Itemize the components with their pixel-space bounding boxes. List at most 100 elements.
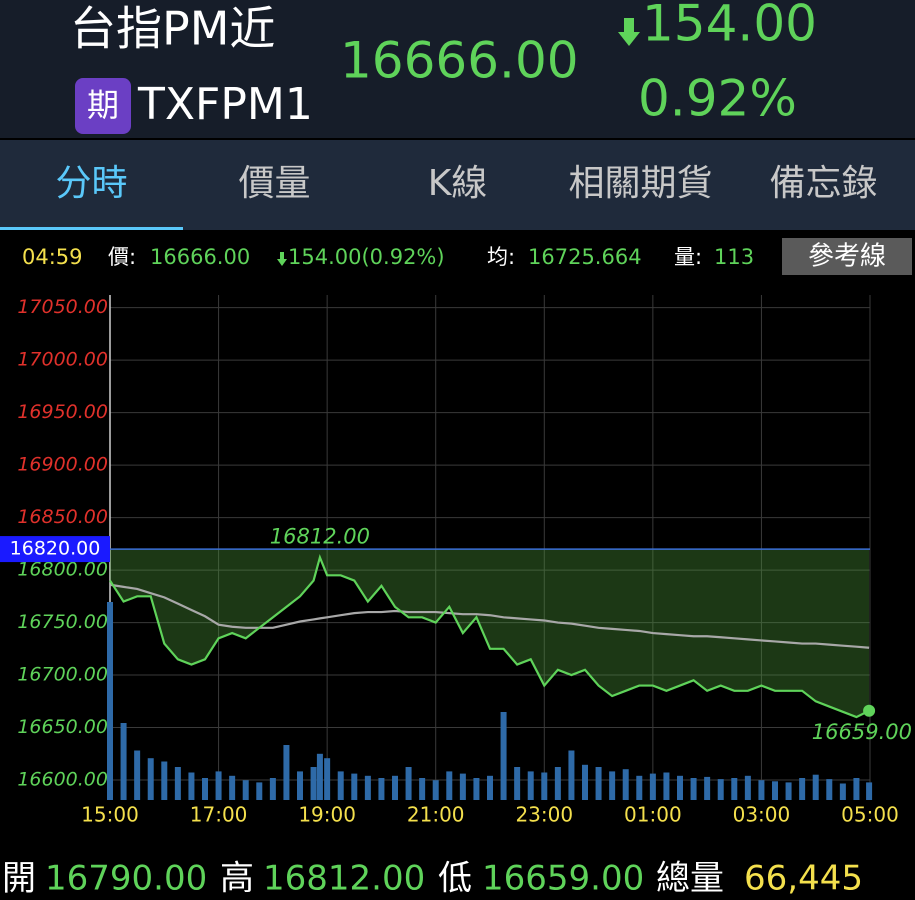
volume-bar	[541, 772, 548, 800]
down-arrow	[277, 252, 287, 266]
volume-bar	[459, 773, 466, 800]
volume-bar	[432, 780, 439, 800]
volume-bar	[256, 782, 263, 800]
x-tick-label: 21:00	[407, 803, 465, 827]
volume-bar	[717, 779, 724, 800]
y-tick-label: 16950.00	[17, 401, 108, 423]
volume-bar	[188, 772, 195, 800]
volume-bar	[446, 771, 453, 800]
volume-bar	[242, 780, 249, 800]
price-label: 價:	[108, 245, 136, 269]
volume-bar	[772, 781, 778, 800]
volume-bar	[283, 745, 290, 800]
y-tick-label: 16700.00	[17, 664, 108, 686]
volume-bar	[487, 775, 493, 800]
reference-button[interactable]: 參考線	[808, 242, 886, 272]
x-tick-label: 05:00	[841, 803, 899, 827]
volume-bar	[622, 769, 629, 800]
volume-bar	[351, 773, 358, 800]
info-volume: 113	[714, 245, 754, 269]
volume-bar	[392, 775, 398, 800]
y-tick-label: 16900.00	[17, 454, 108, 476]
y-tick-label: 17050.00	[17, 296, 108, 318]
fill-area	[110, 549, 870, 718]
price: 16666.00	[340, 32, 579, 90]
x-tick-label: 19:00	[298, 803, 356, 827]
high: 16812.00	[263, 859, 425, 899]
volume-bar	[134, 750, 141, 800]
down-arrow	[618, 18, 640, 46]
badge: 期	[87, 86, 119, 124]
volume-bar	[147, 758, 154, 800]
header-bg	[0, 0, 915, 138]
volume-bar	[582, 764, 588, 800]
y-tick-label: 16800.00	[17, 559, 108, 581]
x-tick-label: 15:00	[81, 803, 139, 827]
volume-bar	[500, 712, 507, 800]
chart: 15:00 17:00 19:00 21:00 23:00 01:00 03:00 05:00…	[0, 295, 912, 827]
volume-bar	[202, 778, 208, 800]
volume-bar	[107, 602, 113, 800]
volume-bar	[799, 778, 806, 800]
volume-bar	[744, 775, 751, 800]
volume-bar	[174, 767, 181, 800]
tab[interactable]: 分時	[55, 163, 127, 204]
annotation: 16812.00	[270, 524, 370, 548]
tab[interactable]: 相關期貨	[568, 163, 712, 204]
y-tick-label: 16850.00	[17, 506, 108, 528]
volume-bar	[473, 778, 480, 800]
tabs: 分時 價量 K線 相關期貨 備忘錄	[0, 163, 878, 230]
volume-bar	[527, 771, 534, 800]
open-label: 開	[2, 859, 36, 899]
volume-bar	[554, 767, 561, 800]
volume-bar	[758, 780, 765, 800]
volume-bar	[785, 782, 792, 800]
tab-underline	[0, 227, 183, 230]
annotation: 16659.00	[812, 720, 912, 744]
last-point	[863, 704, 876, 717]
y-tick-label: 16600.00	[17, 769, 108, 791]
volume-bar	[419, 778, 426, 800]
tab[interactable]: K線	[428, 163, 488, 204]
total: 66,445	[744, 859, 863, 899]
volume-bar	[316, 753, 323, 800]
volume-bar	[405, 767, 412, 800]
low-label: 低	[438, 859, 472, 899]
volume-bar	[378, 778, 385, 800]
avg-label: 均:	[487, 245, 515, 269]
tab[interactable]: 備忘錄	[769, 163, 877, 204]
time: 04:59	[22, 245, 83, 269]
volume-bar	[704, 776, 711, 800]
reference-label: 16820.00	[10, 538, 101, 560]
volume-bar	[269, 778, 276, 800]
volume-bar	[324, 758, 331, 800]
volume-bar	[161, 761, 168, 800]
tab[interactable]: 價量	[238, 163, 310, 204]
volume-bar	[826, 779, 833, 800]
volume-bar	[514, 767, 521, 800]
y-tick-label: 17000.00	[17, 349, 108, 371]
volume-bar	[731, 778, 738, 800]
volume-bar	[120, 723, 127, 800]
open: 16790.00	[45, 859, 207, 899]
high-label: 高	[220, 859, 254, 899]
change-pct: 0.92%	[638, 70, 797, 128]
volume-bar	[839, 783, 846, 800]
reference-button-bg[interactable]	[782, 238, 912, 275]
volume-bar	[595, 767, 602, 800]
volume-bar	[663, 772, 670, 800]
volume-bar	[364, 775, 371, 800]
change: 154.00	[642, 0, 817, 53]
volume-bar	[649, 773, 656, 800]
volume-bar	[229, 775, 236, 800]
info-change: 154.00(0.92%)	[288, 245, 445, 269]
volume-bar	[636, 775, 643, 800]
x-tick-label: 03:00	[733, 803, 791, 827]
line	[109, 583, 870, 649]
y-tick-label: 16650.00	[17, 716, 108, 738]
volume-bar	[677, 775, 683, 800]
volume-bar	[297, 771, 303, 800]
volume-bar	[609, 771, 616, 800]
